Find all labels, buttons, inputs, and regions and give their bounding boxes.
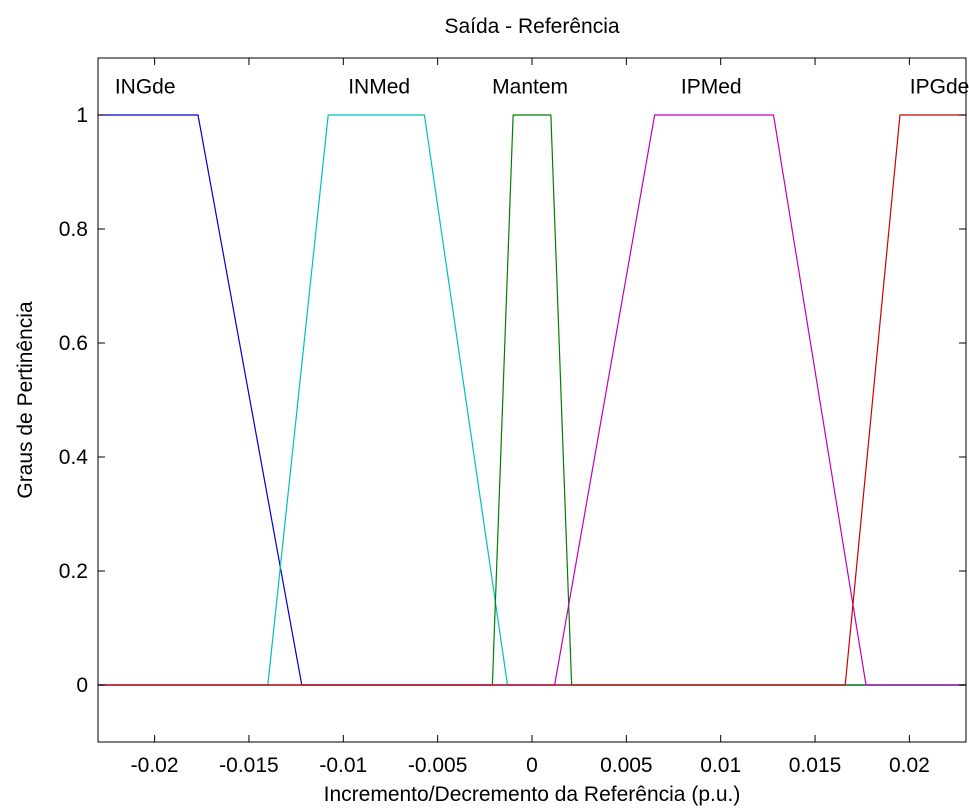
x-tick-label: 0.01	[700, 754, 741, 777]
y-axis-label: Graus de Pertinência	[14, 301, 37, 499]
y-tick-label: 0	[76, 674, 88, 697]
mf-label-ipgde: IPGde	[910, 76, 969, 99]
chart-title: Saída - Referência	[444, 15, 619, 38]
y-tick-label: 0.8	[59, 218, 88, 241]
x-tick-label: -0.02	[131, 754, 179, 777]
x-tick-label: 0.02	[889, 754, 930, 777]
tick-layer: -0.02 -0.015 -0.01 -0.005 0 0.005 0.01 0.015 0.0…	[59, 58, 966, 777]
series-line-ipgde	[98, 114, 966, 686]
x-tick-label: 0	[526, 754, 538, 777]
y-tick-label: 0.6	[59, 332, 88, 355]
x-tick-label: 0.005	[600, 754, 653, 777]
y-tick-label: 1	[76, 104, 88, 127]
x-axis-label: Incremento/Decremento da Referência (p.u…	[324, 783, 741, 806]
series-layer	[98, 114, 966, 686]
mf-label-mantem: Mantem	[492, 76, 568, 99]
x-tick-label: -0.005	[408, 754, 468, 777]
y-tick-label: 0.2	[59, 560, 88, 583]
x-tick-label: -0.015	[219, 754, 279, 777]
x-tick-label: 0.015	[789, 754, 842, 777]
y-tick-label: 0.4	[59, 446, 89, 469]
mf-label-ingde: INGde	[115, 76, 176, 99]
plot-area	[98, 58, 966, 742]
annotation-layer: INGde INMed Mantem IPMed IPGde	[115, 76, 969, 99]
x-tick-label: -0.01	[319, 754, 367, 777]
mf-label-ipmed: IPMed	[681, 76, 742, 99]
mf-label-inmed: INMed	[348, 76, 410, 99]
